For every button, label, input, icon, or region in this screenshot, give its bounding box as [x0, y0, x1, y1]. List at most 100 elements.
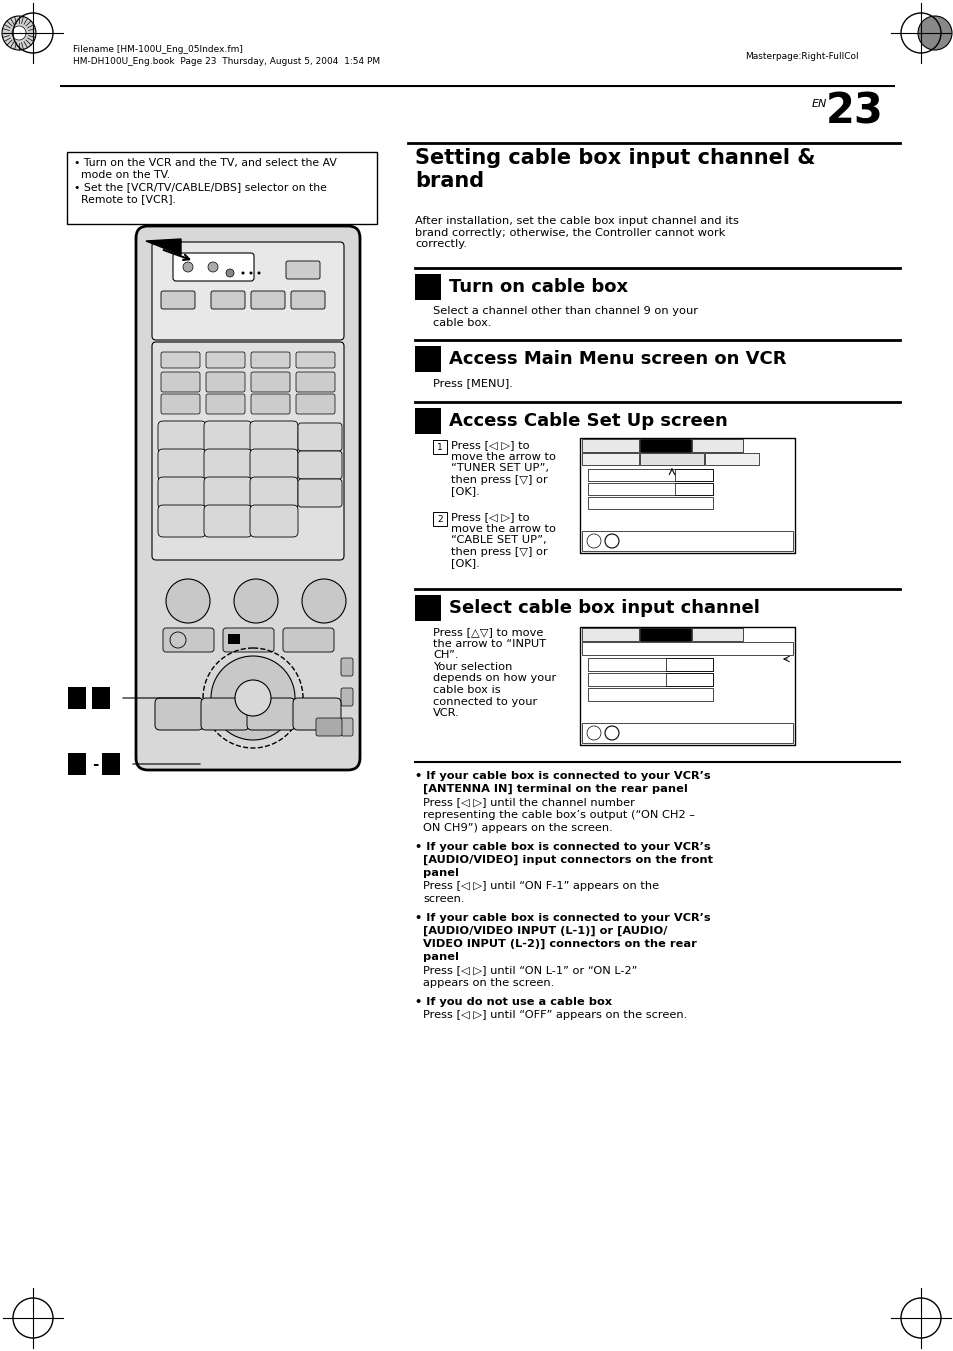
Text: HM-DH100U_Eng.book  Page 23  Thursday, August 5, 2004  1:54 PM: HM-DH100U_Eng.book Page 23 Thursday, Aug…	[73, 57, 379, 66]
Circle shape	[233, 580, 277, 623]
Text: Press [◁ ▷] until “ON F-1” appears on the: Press [◁ ▷] until “ON F-1” appears on th…	[422, 881, 659, 892]
Bar	[587, 484, 712, 494]
Circle shape	[257, 272, 260, 274]
Text: ▶: ▶	[251, 594, 261, 608]
Text: FUNCTION SET UP: FUNCTION SET UP	[583, 632, 637, 638]
FancyBboxPatch shape	[223, 628, 274, 653]
Bar	[415, 408, 440, 434]
Text: -: -	[178, 399, 182, 409]
Circle shape	[170, 632, 186, 648]
Circle shape	[2, 16, 36, 50]
Text: *TV  /DBS: *TV /DBS	[179, 293, 215, 303]
Text: SELECT: SELECT	[604, 544, 623, 549]
FancyBboxPatch shape	[297, 423, 341, 451]
Text: +: +	[221, 377, 229, 386]
Text: 3: 3	[271, 432, 276, 442]
Text: • If your cable box is connected to your VCR’s: • If your cable box is connected to your…	[415, 771, 710, 781]
Text: [ANTENNA IN] terminal on the rear panel: [ANTENNA IN] terminal on the rear panel	[422, 784, 687, 794]
Bar	[228, 634, 240, 644]
Bar	[639, 453, 703, 465]
FancyBboxPatch shape	[250, 505, 297, 536]
FancyBboxPatch shape	[340, 658, 353, 676]
Bar	[639, 628, 690, 640]
FancyBboxPatch shape	[251, 290, 285, 309]
Text: THEN PRESS [OK]: THEN PRESS [OK]	[624, 736, 670, 740]
Bar	[675, 469, 712, 481]
FancyBboxPatch shape	[172, 253, 253, 281]
FancyBboxPatch shape	[154, 698, 203, 730]
Text: 1: 1	[421, 278, 434, 296]
FancyBboxPatch shape	[158, 505, 206, 536]
Text: CABLE  SET UP: CABLE SET UP	[587, 644, 639, 651]
Text: 3: 3	[71, 757, 82, 771]
FancyBboxPatch shape	[340, 717, 353, 736]
Bar	[102, 753, 120, 775]
FancyBboxPatch shape	[204, 449, 252, 481]
Text: 6: 6	[106, 757, 116, 771]
Bar	[68, 688, 86, 709]
Text: -: -	[91, 757, 98, 771]
FancyBboxPatch shape	[163, 628, 213, 653]
Bar	[581, 642, 792, 655]
Circle shape	[917, 16, 951, 50]
Polygon shape	[146, 239, 181, 255]
Bar	[415, 346, 440, 372]
Bar	[91, 688, 110, 709]
Circle shape	[241, 272, 244, 274]
Text: II: II	[284, 635, 291, 644]
Circle shape	[226, 269, 233, 277]
FancyBboxPatch shape	[295, 372, 335, 392]
FancyBboxPatch shape	[161, 290, 194, 309]
FancyBboxPatch shape	[340, 688, 353, 707]
Bar	[415, 594, 440, 621]
Text: 6: 6	[271, 459, 276, 470]
Text: • Turn on the VCR and the TV, and select the AV
  mode on the TV.: • Turn on the VCR and the TV, and select…	[74, 158, 336, 180]
FancyBboxPatch shape	[283, 628, 334, 653]
Bar	[581, 531, 792, 551]
Text: △: △	[249, 665, 256, 676]
Circle shape	[183, 262, 193, 272]
FancyBboxPatch shape	[315, 717, 341, 736]
Text: OK: OK	[607, 730, 616, 735]
FancyBboxPatch shape	[297, 451, 341, 480]
FancyBboxPatch shape	[250, 422, 297, 453]
FancyBboxPatch shape	[295, 394, 335, 413]
Bar	[587, 658, 712, 671]
Text: panel: panel	[422, 867, 458, 878]
Text: ▽: ▽	[249, 721, 256, 731]
Text: ◁  OFF  ▷: ◁ OFF ▷	[675, 661, 704, 665]
FancyBboxPatch shape	[251, 353, 290, 367]
FancyBboxPatch shape	[161, 372, 200, 392]
Text: EN: EN	[811, 99, 826, 109]
Bar	[587, 469, 712, 481]
Text: • If your cable box is connected to your VCR’s: • If your cable box is connected to your…	[415, 913, 710, 923]
Text: 4: 4	[421, 598, 434, 617]
Text: Press [MENU].: Press [MENU].	[433, 378, 513, 388]
Text: +: +	[175, 377, 184, 386]
Bar	[691, 439, 742, 453]
Circle shape	[234, 680, 271, 716]
Text: TEST MODE: TEST MODE	[592, 499, 632, 505]
Text: 0: 0	[225, 516, 231, 526]
Text: VCR  CABLE: VCR CABLE	[179, 284, 229, 293]
Text: 2: 2	[436, 515, 442, 523]
FancyBboxPatch shape	[251, 372, 290, 392]
Circle shape	[211, 657, 294, 740]
Text: BRAND: BRAND	[592, 676, 616, 681]
Text: 4: 4	[179, 459, 185, 470]
Text: • If you do not use a cable box: • If you do not use a cable box	[415, 997, 612, 1006]
FancyBboxPatch shape	[206, 394, 245, 413]
Circle shape	[166, 580, 210, 623]
FancyBboxPatch shape	[211, 290, 245, 309]
Circle shape	[586, 725, 600, 740]
Text: EXIT: EXIT	[588, 544, 599, 549]
Text: INITIAL SET UP: INITIAL SET UP	[695, 443, 739, 449]
Text: 1: 1	[691, 485, 696, 490]
Text: [AUDIO/VIDEO] input connectors on the front: [AUDIO/VIDEO] input connectors on the fr…	[422, 855, 712, 865]
Text: ◁: ◁	[221, 693, 229, 703]
Text: Filename [HM-100U_Eng_05Index.fm]: Filename [HM-100U_Eng_05Index.fm]	[73, 45, 243, 54]
Text: TUNER SET UP: TUNER SET UP	[643, 632, 686, 638]
FancyBboxPatch shape	[204, 477, 252, 509]
Text: 23: 23	[825, 91, 882, 132]
Text: Access Main Menu screen on VCR: Access Main Menu screen on VCR	[449, 350, 785, 367]
